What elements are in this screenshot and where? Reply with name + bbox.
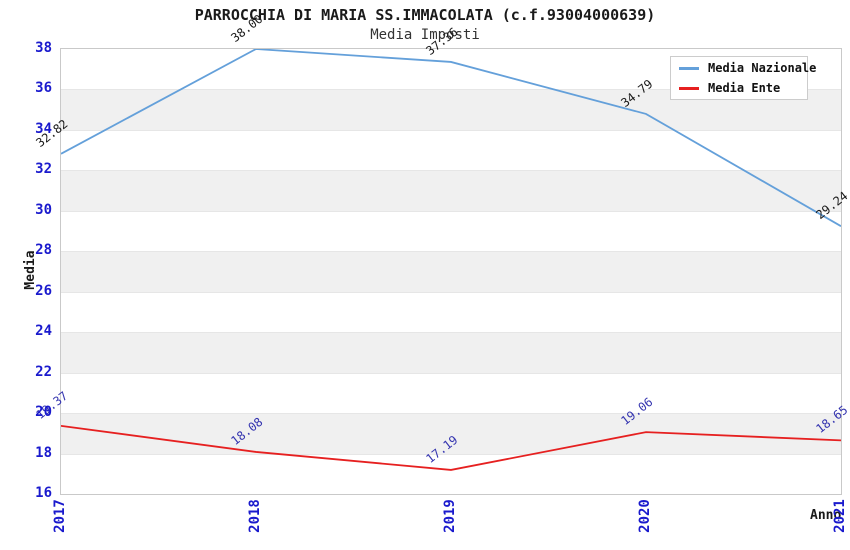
chart-subtitle: Media Imposti bbox=[370, 27, 480, 43]
gridline bbox=[61, 170, 841, 172]
y-tick-label: 38 bbox=[35, 40, 52, 56]
y-tick-label: 28 bbox=[35, 242, 52, 259]
y-tick-label: 36 bbox=[35, 80, 52, 97]
x-tick-label: 2017 bbox=[52, 499, 68, 533]
gridline bbox=[61, 291, 841, 293]
legend-label: Media Nazionale bbox=[708, 61, 817, 75]
grid-band bbox=[61, 210, 841, 252]
legend-label: Media Ente bbox=[708, 81, 781, 95]
gridline bbox=[61, 453, 841, 455]
y-tick-label: 18 bbox=[35, 444, 52, 461]
legend-item-media-nazionale: Media Nazionale bbox=[679, 60, 816, 76]
gridline bbox=[61, 332, 841, 334]
y-tick-label: 26 bbox=[35, 282, 52, 299]
y-tick-label: 30 bbox=[35, 201, 52, 218]
y-tick-label: 32 bbox=[35, 161, 52, 178]
media-nazionale-line-swatch bbox=[679, 66, 699, 70]
grid-band bbox=[61, 413, 841, 454]
gridline bbox=[61, 129, 841, 131]
grid-band bbox=[61, 291, 841, 333]
x-tick-label: 2021 bbox=[832, 499, 848, 533]
grid-band bbox=[61, 129, 841, 171]
grid-band bbox=[61, 251, 841, 292]
grid-band bbox=[61, 170, 841, 211]
series-line-0 bbox=[61, 49, 841, 227]
y-tick-label: 34 bbox=[35, 120, 52, 137]
grid-band bbox=[61, 332, 841, 373]
x-axis-title: Anno bbox=[810, 508, 842, 523]
gridline bbox=[61, 210, 841, 212]
gridline bbox=[61, 89, 841, 91]
chart-title: PARROCCHIA DI MARIA SS.IMMACOLATA (c.f.9… bbox=[194, 6, 656, 24]
y-tick-label: 24 bbox=[35, 323, 52, 340]
y-tick-label: 20 bbox=[35, 404, 52, 421]
legend-item-media-ente: Media Ente bbox=[679, 80, 807, 96]
y-tick-label: 22 bbox=[35, 363, 52, 380]
gridline bbox=[61, 413, 841, 415]
series-lines bbox=[61, 49, 841, 471]
legend: Media Nazionale Media Ente bbox=[670, 56, 816, 100]
x-tick-label: 2020 bbox=[637, 499, 653, 533]
grid-band bbox=[61, 453, 841, 494]
y-tick-label: 16 bbox=[35, 485, 52, 501]
grid-band bbox=[61, 372, 841, 414]
gridline bbox=[61, 372, 841, 374]
x-tick-label: 2018 bbox=[247, 499, 263, 533]
plot-area bbox=[60, 48, 842, 495]
x-tick-label: 2019 bbox=[442, 499, 458, 533]
media-ente-line-swatch bbox=[679, 86, 699, 90]
series-line-1 bbox=[61, 424, 841, 471]
gridline bbox=[61, 251, 841, 253]
